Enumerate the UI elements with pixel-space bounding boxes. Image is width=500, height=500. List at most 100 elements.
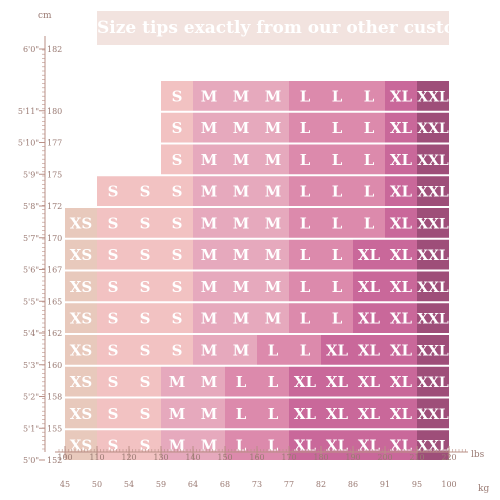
- size-cell-label: L: [332, 151, 343, 169]
- x-axis-unit-lbs: lbs: [471, 450, 485, 460]
- y-tick-label-cm: 177: [47, 139, 62, 148]
- size-cell: [161, 176, 193, 206]
- size-cell: [225, 176, 257, 206]
- size-cell-label: S: [140, 437, 151, 455]
- size-cell-label: L: [268, 405, 279, 423]
- size-cell-label: XL: [326, 341, 349, 359]
- size-cell-label: XL: [294, 405, 317, 423]
- size-cell-label: S: [140, 246, 151, 264]
- size-cell-label: L: [300, 183, 311, 201]
- size-cell-label: XL: [358, 405, 381, 423]
- size-cell: [161, 271, 193, 302]
- size-cell-label: M: [233, 278, 250, 296]
- size-cell: [257, 271, 289, 302]
- size-cell-label: M: [169, 437, 186, 455]
- size-cell-label: XL: [390, 87, 413, 105]
- size-cell-label: S: [140, 214, 151, 232]
- size-cell-label: M: [201, 405, 218, 423]
- size-cell-label: S: [172, 278, 183, 296]
- size-cell-label: S: [172, 214, 183, 232]
- size-cell: [65, 303, 97, 333]
- size-cell-label: XL: [390, 151, 413, 169]
- size-cell: [289, 144, 321, 175]
- size-cell: [225, 239, 257, 270]
- size-cell: [97, 430, 129, 460]
- size-cell-label: M: [201, 151, 218, 169]
- x-tick-label-kg: 91: [380, 480, 390, 489]
- size-cell-label: XS: [70, 310, 92, 328]
- size-cell-label: L: [300, 87, 311, 105]
- size-cell-label: M: [201, 214, 218, 232]
- size-cell: [257, 208, 289, 238]
- size-cell-label: L: [300, 119, 311, 137]
- size-cell: [129, 303, 161, 333]
- size-cell: [289, 112, 321, 143]
- size-cell: [193, 303, 225, 333]
- size-cell: [97, 303, 129, 333]
- size-cell-label: M: [265, 310, 282, 328]
- size-cell: [353, 366, 385, 397]
- size-cell: [193, 335, 225, 365]
- size-cell-label: XS: [70, 405, 92, 423]
- size-cell: [257, 303, 289, 333]
- size-cell: [193, 176, 225, 206]
- size-cell: [129, 430, 161, 460]
- size-cell-label: XL: [358, 246, 381, 264]
- size-cell-label: XL: [358, 437, 381, 455]
- size-cell-label: S: [172, 246, 183, 264]
- size-cell: [129, 271, 161, 302]
- size-cell-label: S: [172, 151, 183, 169]
- size-cell-label: XL: [390, 373, 413, 391]
- x-tick-label-kg: 45: [60, 480, 70, 489]
- y-tick-label-cm: 160: [47, 361, 62, 370]
- size-cell: [129, 335, 161, 365]
- size-cell-label: M: [265, 151, 282, 169]
- y-tick-label-ft-in: 5'8": [23, 202, 39, 211]
- size-cell-label: XL: [390, 278, 413, 296]
- size-cell-label: XL: [358, 278, 381, 296]
- size-cell: [353, 208, 385, 238]
- size-cell-label: S: [108, 214, 119, 232]
- x-tick-label-lbs: 130: [153, 453, 168, 462]
- size-cell-label: M: [233, 246, 250, 264]
- size-cell: [321, 271, 353, 302]
- size-cell-label: XL: [390, 437, 413, 455]
- size-cell: [65, 239, 97, 270]
- size-cell: [225, 430, 257, 460]
- size-cell: [161, 430, 193, 460]
- size-cell-label: S: [140, 278, 151, 296]
- size-cell: [257, 335, 289, 365]
- size-cell-label: L: [236, 405, 247, 423]
- size-cell-label: M: [233, 214, 250, 232]
- size-cell-label: XS: [70, 214, 92, 232]
- size-cell: [321, 144, 353, 175]
- size-cell-label: M: [201, 87, 218, 105]
- x-tick-label-lbs: 200: [377, 453, 392, 462]
- x-tick-label-kg: 82: [316, 480, 326, 489]
- size-cell-label: L: [364, 119, 375, 137]
- size-cell-label: XXL: [417, 89, 449, 105]
- size-cell-label: XL: [358, 341, 381, 359]
- size-cell: [129, 176, 161, 206]
- size-cell: [321, 430, 353, 460]
- size-cell-label: S: [108, 183, 119, 201]
- size-cell: [417, 208, 449, 238]
- y-tick-label-cm: 175: [47, 170, 62, 179]
- size-cell: [353, 144, 385, 175]
- size-cell: [97, 208, 129, 238]
- y-tick-label-ft-in: 5'3": [23, 361, 39, 370]
- size-cell-label: XXL: [417, 343, 449, 359]
- x-tick-label-lbs: 160: [249, 453, 264, 462]
- size-cell: [129, 208, 161, 238]
- size-cell-label: XXL: [417, 407, 449, 423]
- size-cell-label: L: [332, 87, 343, 105]
- size-cell: [321, 208, 353, 238]
- size-cell: [417, 112, 449, 143]
- size-cell: [161, 335, 193, 365]
- size-cell: [257, 81, 289, 111]
- size-cell: [353, 176, 385, 206]
- size-cell: [321, 112, 353, 143]
- size-cell-label: S: [172, 119, 183, 137]
- size-cell: [385, 208, 417, 238]
- size-cell: [193, 81, 225, 111]
